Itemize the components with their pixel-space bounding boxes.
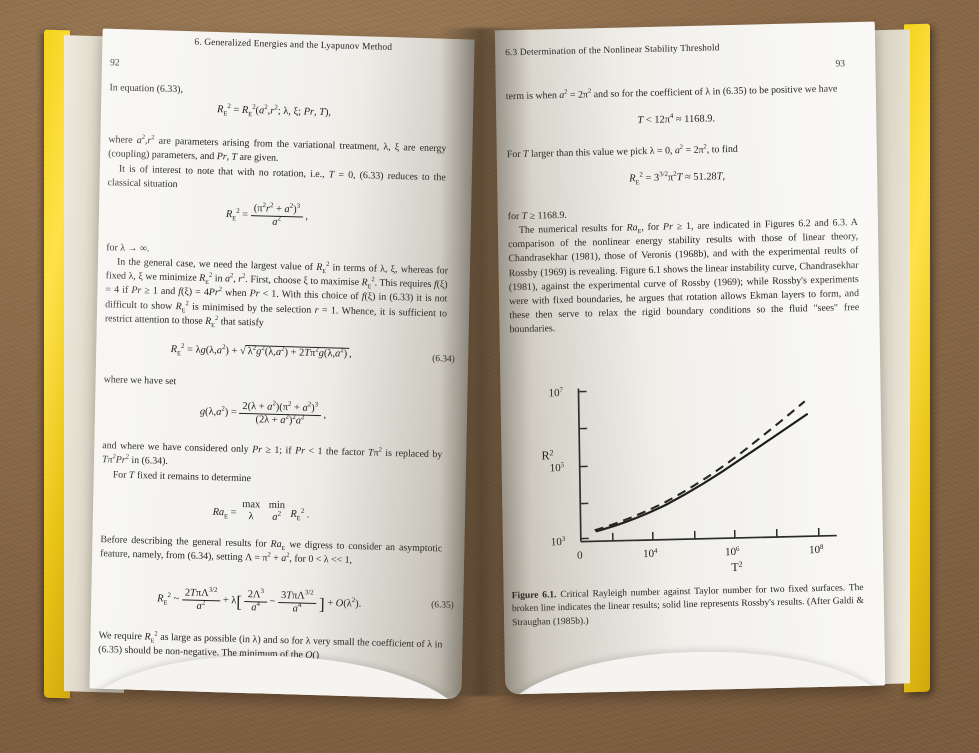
- x-tick-label-1: 104: [643, 547, 658, 560]
- equation-number-6-34: (6.34): [432, 354, 455, 365]
- y-tick-label-bottom: 103: [551, 535, 566, 548]
- equation-rae-maxmin: RaE = max λ min a2 RE2 .: [212, 498, 310, 523]
- equation-classical-situation: RE2 = (π2r2 + a2)3 a2 ,: [225, 201, 309, 228]
- y-tick-label-top: 107: [548, 386, 563, 399]
- right-folio: 93: [835, 58, 846, 70]
- chart-axes: [577, 388, 837, 543]
- y-axis-title: R2: [541, 448, 553, 462]
- chart-svg: 107 105 103 0 104 106 108 R2 T2: [541, 386, 837, 574]
- figure-caption-text: Critical Rayleigh number against Taylor …: [511, 582, 864, 629]
- figure-6-1: 107 105 103 0 104 106 108 R2 T2: [532, 372, 853, 579]
- equation-6-34: RE2 = λg(λ,a2) + √ λ2g2(λ,a2) + 2Tπ2g(λ,a…: [170, 342, 352, 360]
- equation-number-6-35: (6.35): [431, 600, 454, 611]
- figure-caption-label: Figure 6.1.: [511, 590, 557, 602]
- equation-taylor-threshold: T < 12π4 ≈ 1168.9.: [637, 112, 716, 127]
- right-paragraph-2: For T larger than this value we pick λ =…: [506, 143, 738, 161]
- x-axis-title: T2: [731, 560, 743, 574]
- left-folio: 92: [109, 57, 120, 69]
- right-paragraph-1: term is when a2 = 2π2 and so for the coe…: [505, 83, 838, 103]
- series-linear-theory-dashed: [594, 400, 806, 532]
- x-tick-label-2: 106: [725, 545, 740, 558]
- equation-6-35: RE2 ~ 2TπΛ3/2 a2 + λ[ 2Λ3 a4 − 3TπΛ3/2 a4 ]…: [157, 586, 362, 615]
- x-axis-ticks: [611, 527, 820, 541]
- right-page: 6.3 Determination of the Nonlinear Stabi…: [494, 21, 886, 695]
- figure-caption: Figure 6.1. Critical Rayleigh number aga…: [512, 582, 865, 631]
- right-paragraph-4: The numerical results for RaE, for Pr ≥ …: [508, 217, 860, 336]
- left-paragraph-6: where we have set: [103, 374, 177, 388]
- equation-rayleigh-result: RE2 = 33/2π2T ≈ 51.28T,: [629, 170, 726, 187]
- left-running-head: 6. Generalized Energies and the Lyapunov…: [194, 37, 393, 53]
- right-running-head: 6.3 Determination of the Nonlinear Stabi…: [505, 43, 720, 59]
- left-page: 6. Generalized Energies and the Lyapunov…: [89, 28, 475, 700]
- y-tick-label-mid: 105: [550, 461, 565, 474]
- left-paragraph-9: Before describing the general results fo…: [100, 534, 443, 567]
- y-axis-ticks: [578, 390, 589, 540]
- equation-6-33-ref: RE2 = RE2(a2,r2; λ, ξ; Pr, T),: [216, 102, 332, 119]
- left-paragraph-5: In the general case, we need the largest…: [104, 256, 449, 329]
- left-paragraph-1: In equation (6.33),: [109, 82, 184, 96]
- left-paragraph-10: We require RE2 as large as possible (in …: [98, 630, 443, 662]
- x-origin-label: 0: [577, 550, 583, 562]
- series-rossby-solid: [595, 413, 808, 533]
- x-tick-label-3: 108: [809, 543, 824, 556]
- equation-g-definition: g(λ,a2) = 2(λ + a2)(π2 + a2)3 (2λ + a2)2a…: [199, 400, 327, 427]
